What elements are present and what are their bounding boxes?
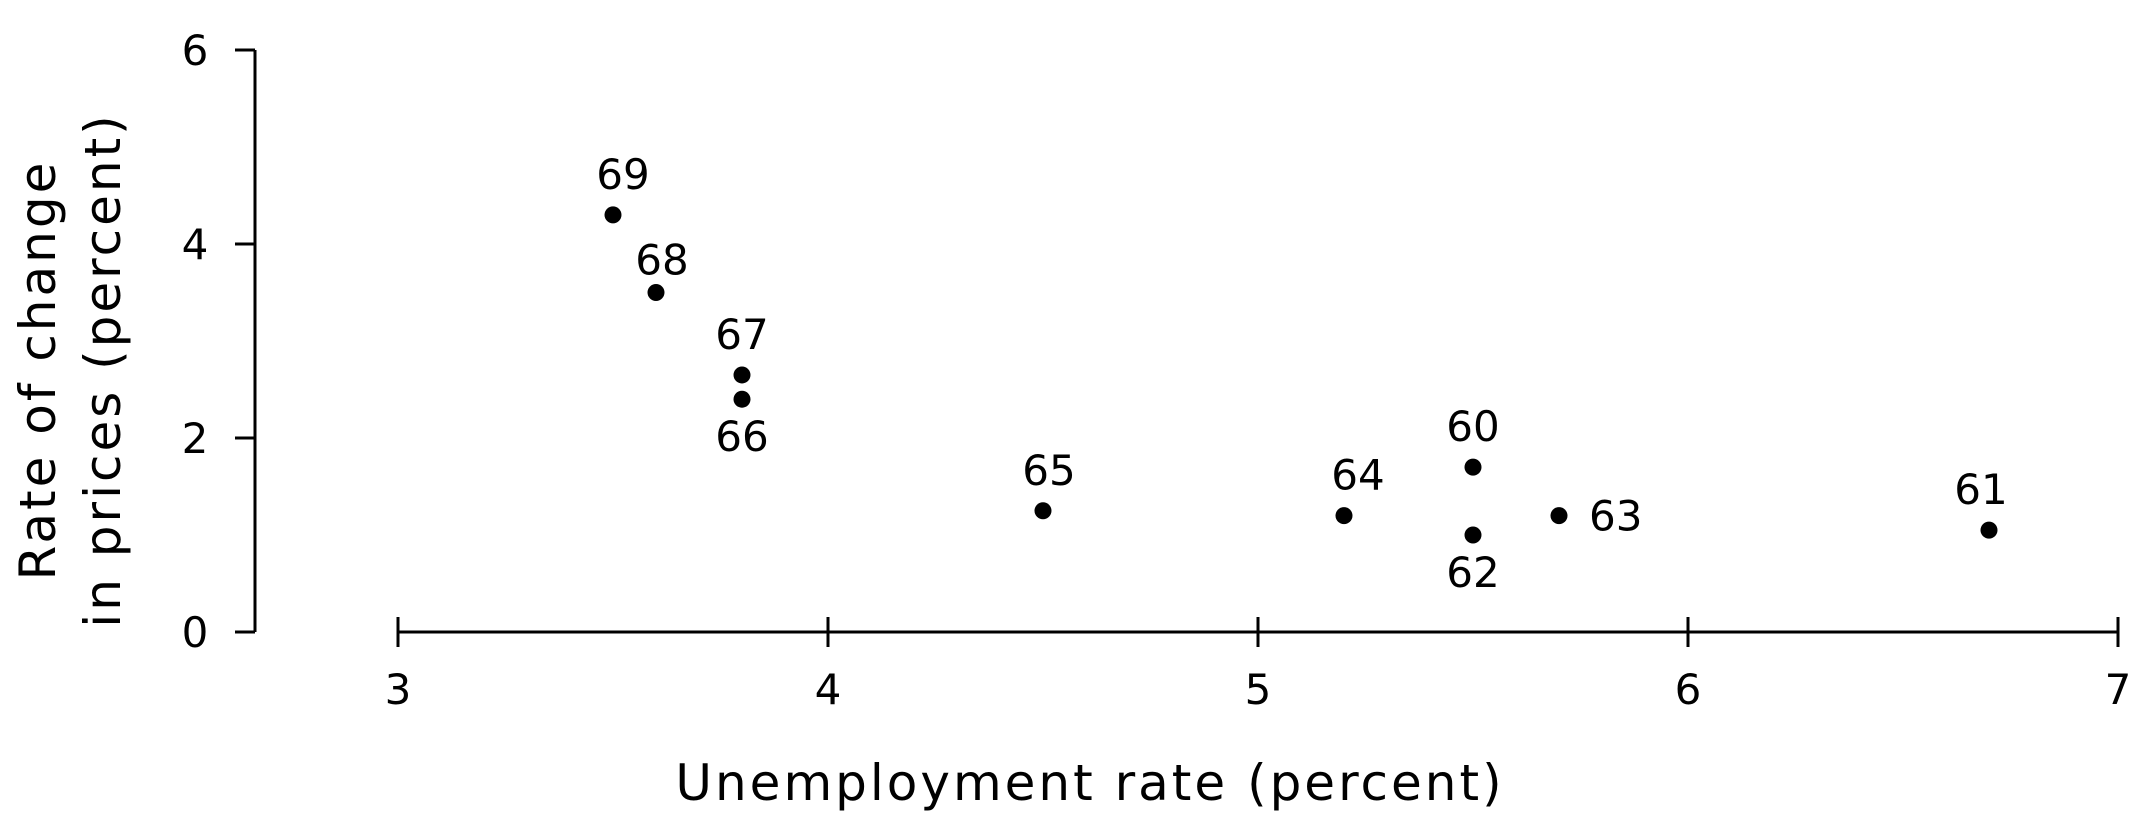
point-labels: 60 61 62 63 64 65 66 67 68 69: [596, 150, 2007, 597]
point-label-65: 65: [1022, 446, 1075, 495]
x-tick-label-4: 4: [815, 665, 842, 714]
point-68: [647, 284, 665, 301]
x-tick-label-5: 5: [1245, 665, 1272, 714]
point-label-62: 62: [1446, 548, 1499, 597]
point-63: [1550, 507, 1568, 525]
point-label-67: 67: [715, 310, 768, 359]
y-tick-label-6: 6: [182, 26, 209, 75]
point-66: [733, 390, 751, 408]
point-62: [1464, 526, 1482, 544]
point-61: [1980, 521, 1998, 539]
y-tick-label-4: 4: [182, 220, 209, 269]
point-64: [1335, 507, 1353, 525]
point-67: [733, 366, 751, 384]
point-label-66: 66: [715, 412, 768, 461]
x-tick-label-6: 6: [1675, 665, 1702, 714]
y-axis-title-line-2: in prices (percent): [74, 112, 132, 627]
point-60: [1464, 458, 1482, 476]
x-axis-title: Unemployment rate (percent): [675, 754, 1504, 812]
axes: [253, 50, 2118, 634]
y-axis-title-line-1: Rate of change: [9, 160, 67, 581]
x-tick-label-3: 3: [385, 665, 412, 714]
point-69: [604, 206, 622, 224]
point-label-61: 61: [1954, 465, 2007, 514]
y-tick-label-0: 0: [182, 608, 209, 657]
point-65: [1034, 502, 1052, 520]
point-label-68: 68: [635, 236, 688, 285]
point-label-63: 63: [1589, 492, 1642, 541]
x-tick-label-7: 7: [2105, 665, 2132, 714]
point-label-69: 69: [596, 150, 649, 199]
point-label-64: 64: [1331, 451, 1384, 500]
point-label-60: 60: [1446, 402, 1499, 451]
y-tick-label-2: 2: [182, 414, 209, 463]
data-points: [604, 206, 1998, 544]
